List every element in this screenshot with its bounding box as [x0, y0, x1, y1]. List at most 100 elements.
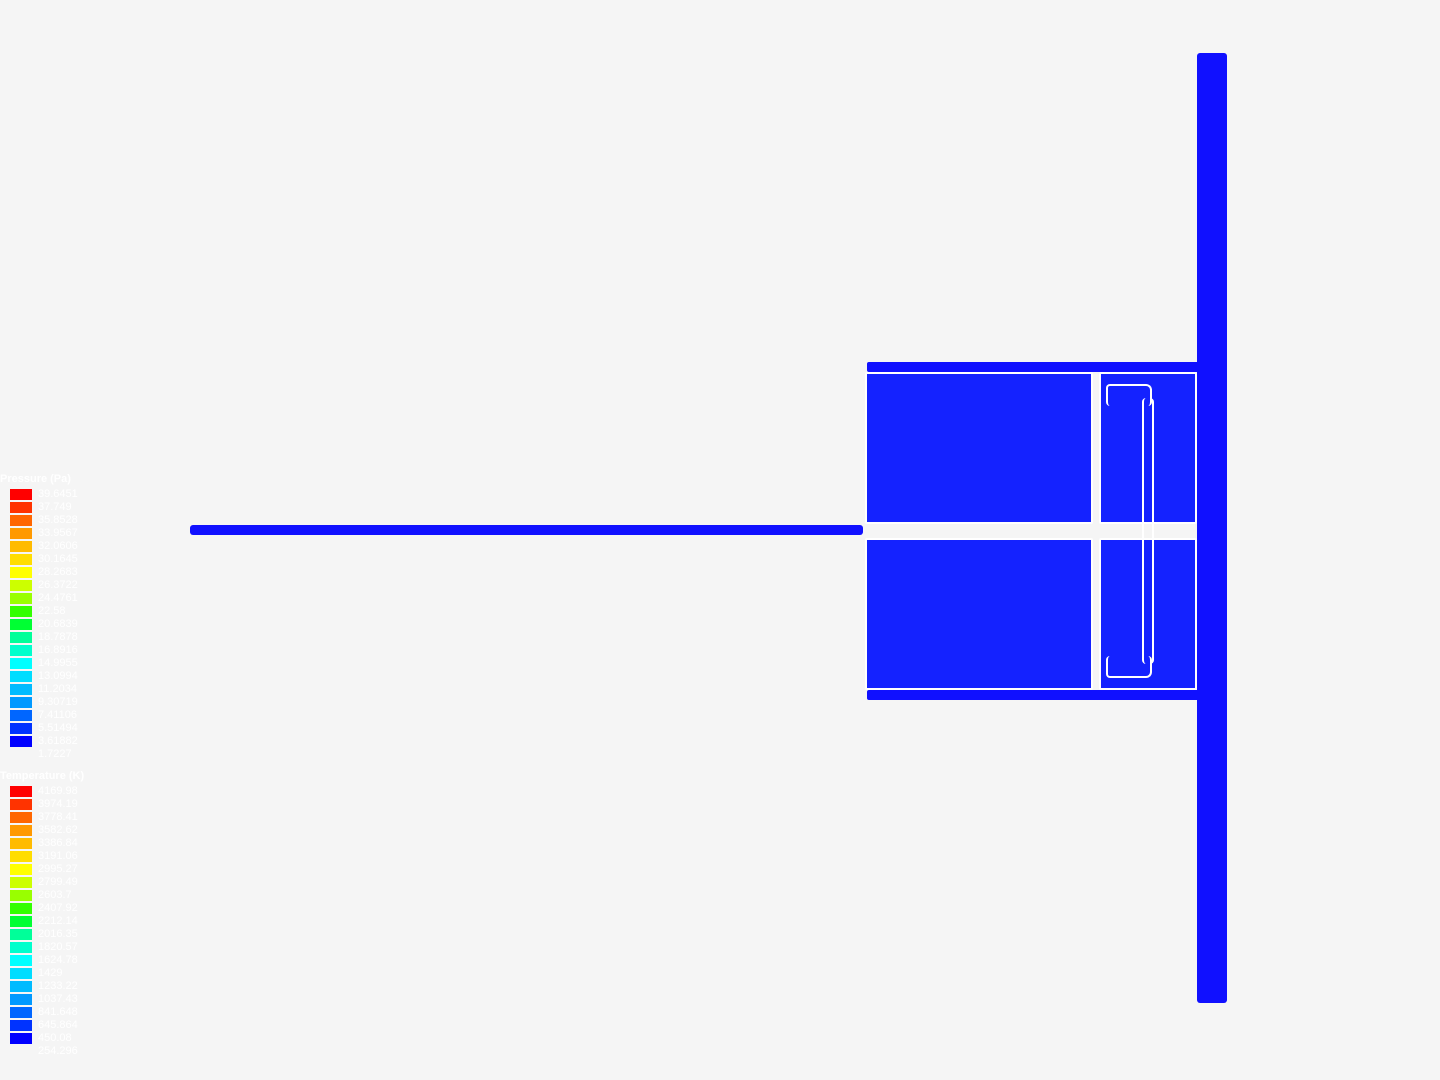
legend-swatch — [10, 736, 32, 747]
diagram-header-bar — [867, 362, 1200, 372]
diagram-inner-pipe — [1142, 398, 1154, 664]
legend-label: 2016.35 — [38, 928, 78, 941]
legend-swatch — [10, 825, 32, 836]
legend-temperature: Temperature (K) 4169.983974.193778.413582… — [0, 770, 84, 1058]
legend-label: 16.8916 — [38, 644, 78, 657]
legend-row: 5.51494 — [0, 722, 78, 735]
legend-swatch — [10, 580, 32, 591]
legend-row: 22.58 — [0, 605, 78, 618]
legend-row: 3974.19 — [0, 798, 84, 811]
legend-swatch — [10, 799, 32, 810]
legend-label: 33.9567 — [38, 527, 78, 540]
legend-label: 3974.19 — [38, 798, 78, 811]
legend-row: 1233.22 — [0, 980, 84, 993]
legend-swatch — [10, 981, 32, 992]
diagram-box-bot-left — [865, 538, 1093, 690]
legend-label: 18.7878 — [38, 631, 78, 644]
legend-swatch — [10, 606, 32, 617]
diagram-box-top-left — [865, 372, 1093, 524]
legend-swatch — [10, 528, 32, 539]
legend-label: 3191.06 — [38, 850, 78, 863]
legend-pressure: Pressure (Pa) 39.645137.74935.852833.9567… — [0, 473, 78, 761]
legend-row: 254.296 — [0, 1045, 84, 1058]
legend-label: 32.0606 — [38, 540, 78, 553]
legend-label: 3582.62 — [38, 824, 78, 837]
legend-row: 645.864 — [0, 1019, 84, 1032]
legend-swatch — [10, 567, 32, 578]
legend-label: 28.2683 — [38, 566, 78, 579]
legend-label: 2799.49 — [38, 876, 78, 889]
legend-title: Temperature (K) — [0, 770, 84, 783]
legend-row: 26.3722 — [0, 579, 78, 592]
diagram-vertical-bar — [1197, 53, 1227, 1003]
legend-label: 14.9955 — [38, 657, 78, 670]
legend-label: 30.1645 — [38, 553, 78, 566]
legend-row: 18.7878 — [0, 631, 78, 644]
legend-swatch — [10, 515, 32, 526]
legend-label: 37.749 — [38, 501, 72, 514]
legend-label: 4169.98 — [38, 785, 78, 798]
legend-row: 14.9955 — [0, 657, 78, 670]
legend-row: 30.1645 — [0, 553, 78, 566]
legend-swatch — [10, 864, 32, 875]
legend-label: 2603.7 — [38, 889, 72, 902]
legend-row: 28.2683 — [0, 566, 78, 579]
legend-swatch — [10, 942, 32, 953]
legend-row: 2407.92 — [0, 902, 84, 915]
legend-row: 2995.27 — [0, 863, 84, 876]
legend-label: 1037.43 — [38, 993, 78, 1006]
legend-swatch — [10, 877, 32, 888]
legend-label: 39.6451 — [38, 488, 78, 501]
legend-swatch — [10, 710, 32, 721]
legend-label: 24.4761 — [38, 592, 78, 605]
legend-swatch — [10, 684, 32, 695]
legend-swatch — [10, 697, 32, 708]
legend-swatch — [10, 541, 32, 552]
legend-swatch — [10, 994, 32, 1005]
legend-swatch — [10, 658, 32, 669]
legend-label: 3.61882 — [38, 735, 78, 748]
legend-swatch — [10, 1007, 32, 1018]
legend-row: 32.0606 — [0, 540, 78, 553]
legend-row: 3.61882 — [0, 735, 78, 748]
legend-row: 3191.06 — [0, 850, 84, 863]
legend-label: 2995.27 — [38, 863, 78, 876]
legend-label: 7.41106 — [38, 709, 77, 722]
legend-label: 20.6839 — [38, 618, 78, 631]
legend-row: 2212.14 — [0, 915, 84, 928]
legend-label: 1233.22 — [38, 980, 78, 993]
legend-swatch — [10, 786, 32, 797]
legend-label: 3778.41 — [38, 811, 78, 824]
legend-label: 2212.14 — [38, 915, 78, 928]
legend-swatch — [10, 929, 32, 940]
legend-swatch — [10, 955, 32, 966]
legend-swatch — [10, 619, 32, 630]
legend-label: 254.296 — [38, 1045, 78, 1058]
legend-swatch — [10, 645, 32, 656]
legend-row: 2016.35 — [0, 928, 84, 941]
legend-row: 1624.78 — [0, 954, 84, 967]
legend-swatch — [10, 1046, 32, 1057]
legend-swatch — [10, 1033, 32, 1044]
legend-swatch — [10, 502, 32, 513]
legend-row: 13.0994 — [0, 670, 78, 683]
legend-label: 2407.92 — [38, 902, 78, 915]
legend-label: 1429 — [38, 967, 62, 980]
diagram-canvas — [0, 0, 1440, 1080]
legend-label: 11.2034 — [38, 683, 77, 696]
legend-row: 33.9567 — [0, 527, 78, 540]
legend-label: 35.8528 — [38, 514, 78, 527]
legend-swatch — [10, 851, 32, 862]
legend-row: 2799.49 — [0, 876, 84, 889]
legend-row: 1.7227 — [0, 748, 78, 761]
legend-title: Pressure (Pa) — [0, 473, 78, 486]
legend-row: 11.2034 — [0, 683, 78, 696]
legend-row: 35.8528 — [0, 514, 78, 527]
legend-row: 1820.57 — [0, 941, 84, 954]
legend-swatch — [10, 593, 32, 604]
legend-row: 1037.43 — [0, 993, 84, 1006]
legend-label: 841.648 — [38, 1006, 78, 1019]
legend-swatch — [10, 489, 32, 500]
legend-label: 5.51494 — [38, 722, 78, 735]
legend-row: 450.08 — [0, 1032, 84, 1045]
